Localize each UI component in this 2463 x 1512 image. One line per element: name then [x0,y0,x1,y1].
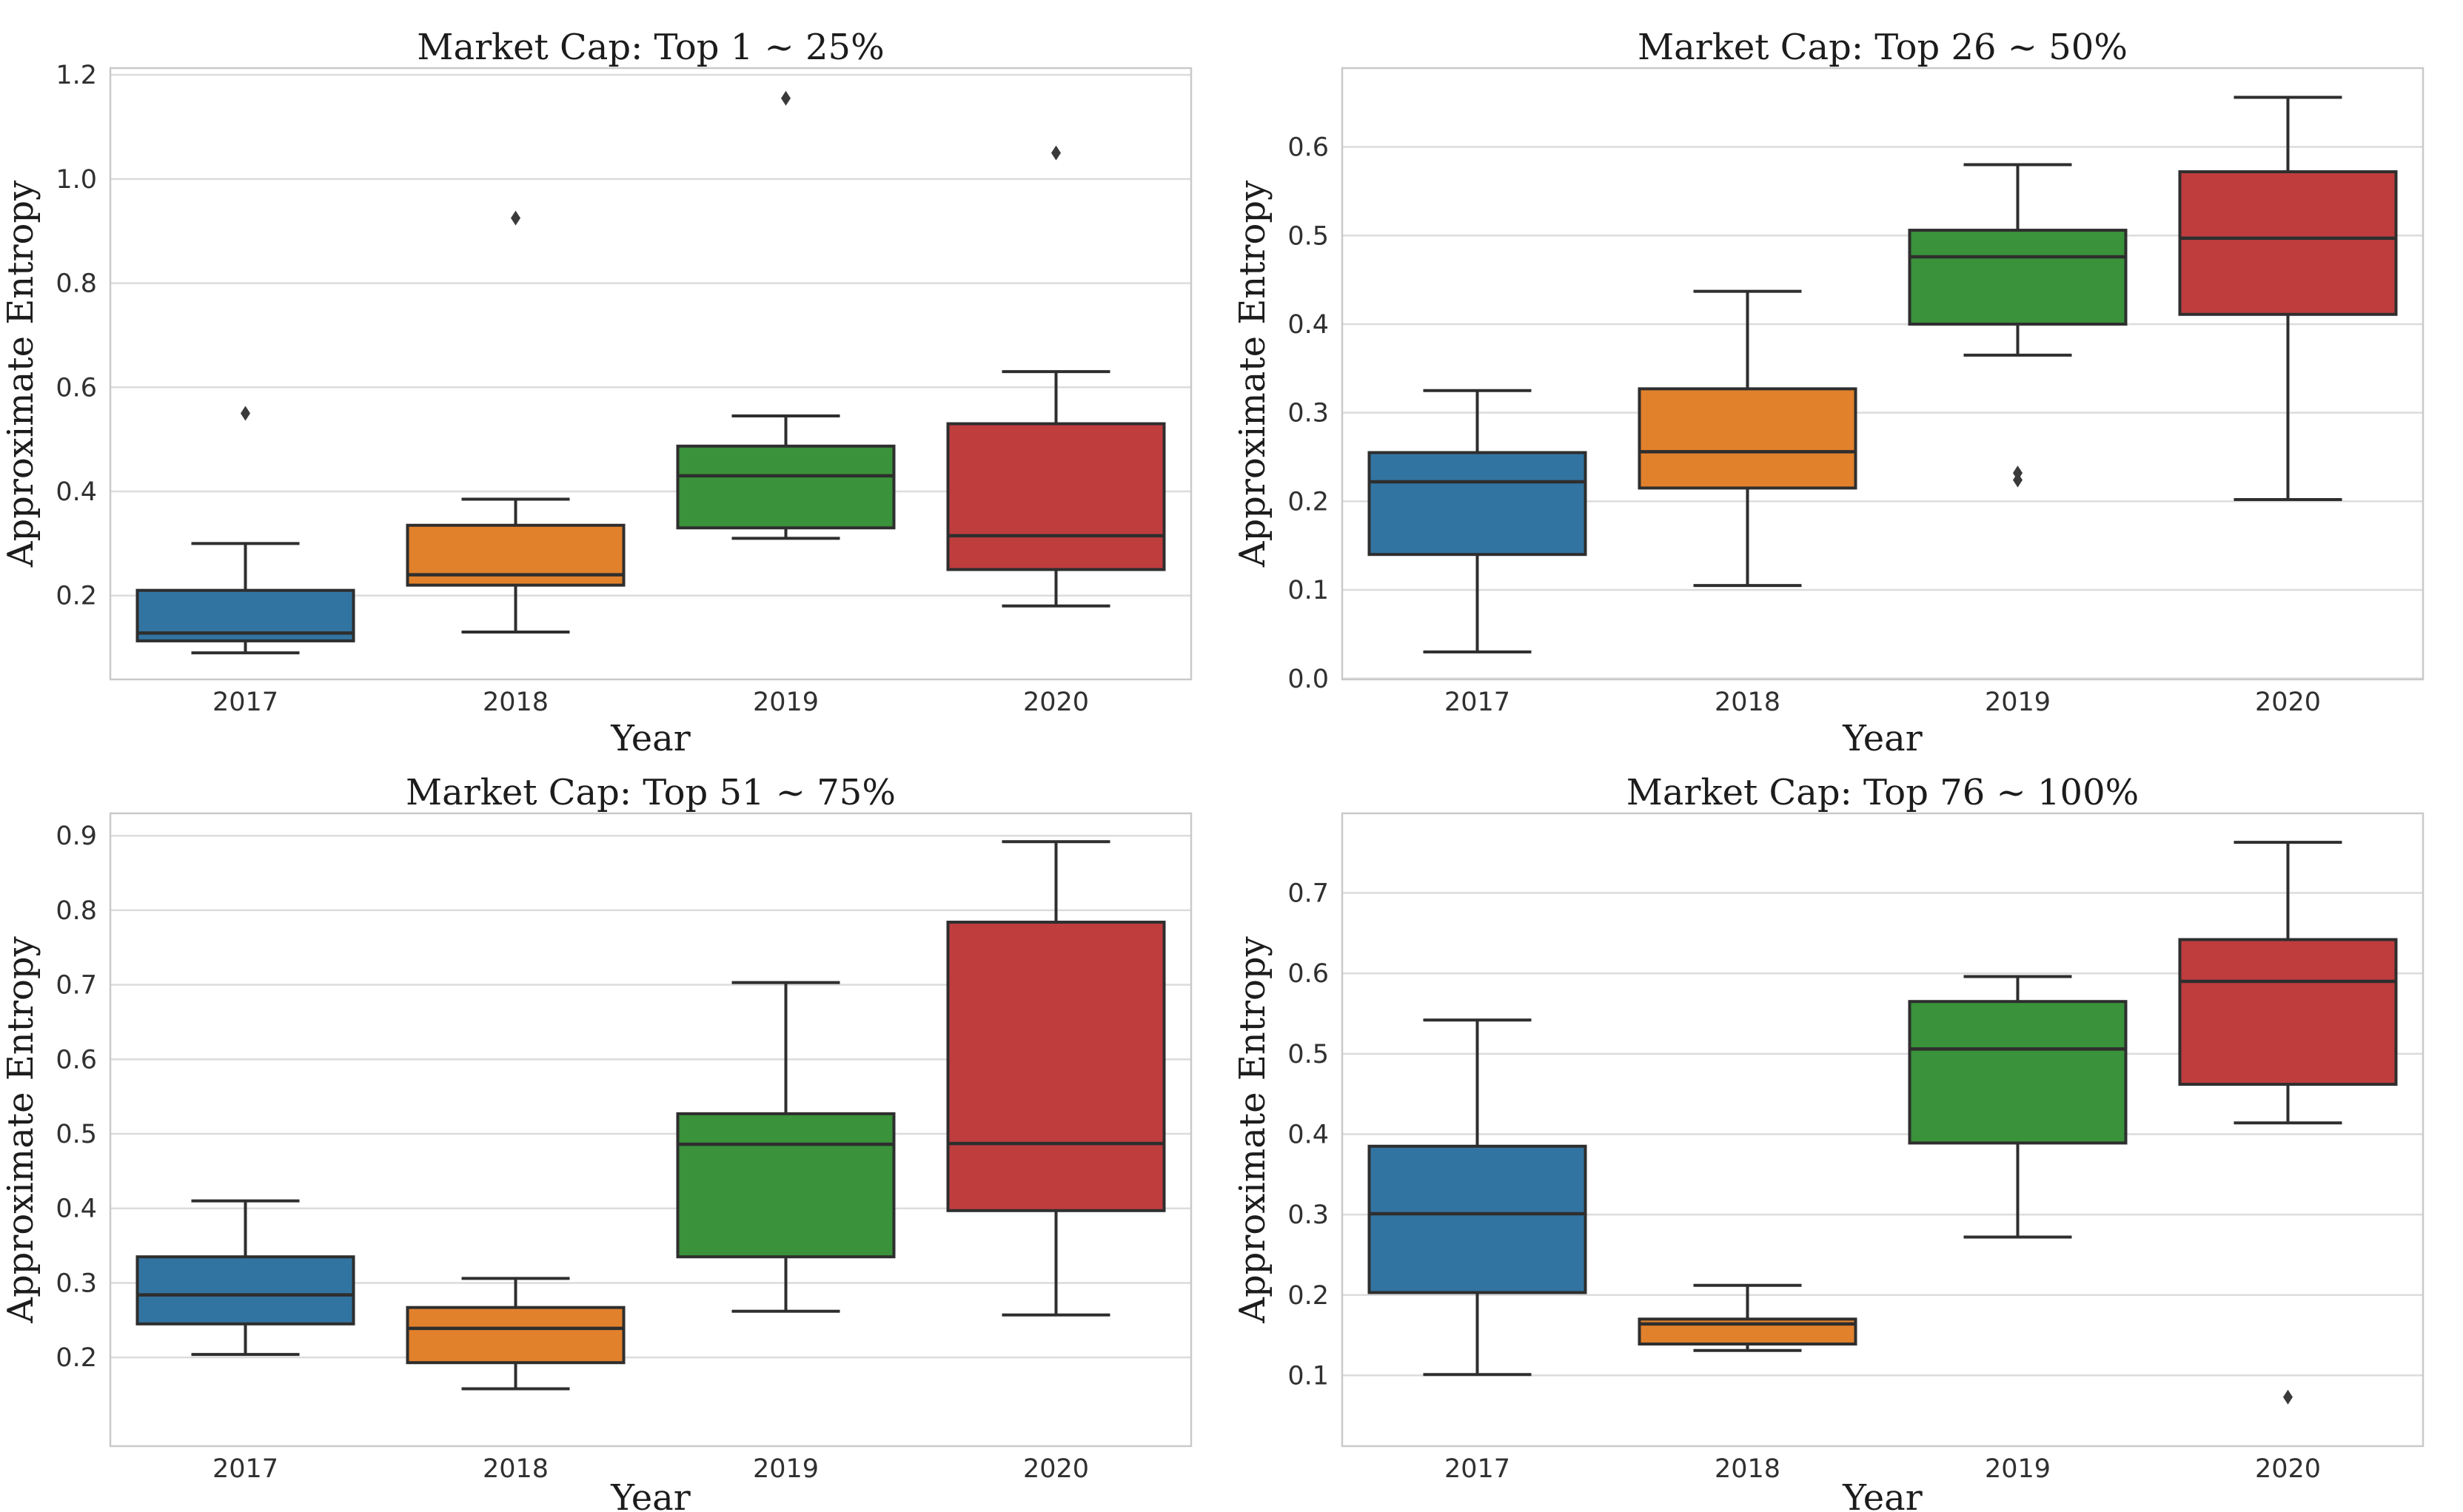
box-2017 [135,1254,355,1325]
x-tick-label-2018: 2018 [483,688,549,717]
y-tick-label: 0.2 [1287,487,1329,517]
y-tick-label: 0.6 [56,1045,97,1075]
box-2019 [676,444,896,530]
boxplot-axes-top-26-50: 0.0 0.1 0.2 0.3 0.4 0.5 0.6 2017 2018 2019 2020 Mar… [1231,0,2463,756]
y-axis-label: Approximate Entropy [0,936,41,1323]
box-2020 [946,422,1166,571]
subplot-market-cap-top-76-100: 0.1 0.2 0.3 0.4 0.5 0.6 0.7 2017 2018 2019 2020 Mar… [1231,756,2463,1512]
y-axis-label: Approximate Entropy [1232,936,1273,1323]
x-tick-label-2017: 2017 [212,1454,278,1484]
subplot-market-cap-top-26-50: 0.0 0.1 0.2 0.3 0.4 0.5 0.6 2017 2018 2019 2020 Mar… [1231,0,2463,756]
x-tick-label-2019: 2019 [1984,688,2050,717]
plot-title: Market Cap: Top 76 ~ 100% [1626,772,2138,813]
y-tick-label: 0.6 [1287,133,1329,163]
x-tick-label-2019: 2019 [753,1454,819,1484]
y-tick-label: 1.0 [56,165,97,195]
y-tick-label: 0.5 [1287,1039,1329,1069]
y-tick-label: 0.4 [56,477,97,507]
plot-title: Market Cap: Top 51 ~ 75% [406,772,896,813]
axes-frame [109,67,1193,681]
plot-background [0,0,1232,756]
y-tick-label: 0.5 [1287,221,1329,251]
box-2020 [946,920,1166,1212]
plot-background [1231,0,2463,756]
y-axis-label: Approximate Entropy [1232,181,1273,568]
box-2020 [2178,170,2397,316]
y-tick-label: 0.4 [1287,310,1329,340]
box-2020 [2178,938,2397,1086]
y-tick-label: 0.5 [56,1120,97,1149]
plot-title: Market Cap: Top 26 ~ 50% [1638,27,2128,68]
y-tick-label: 0.7 [56,970,97,1000]
subplot-market-cap-top-1-25: 0.2 0.4 0.6 0.8 1.0 1.2 2017 2018 2019 2020 Market… [0,0,1232,756]
y-tick-label: 0.6 [56,373,97,403]
axes-frame [1341,812,2424,1447]
x-tick-label-2018: 2018 [483,1454,549,1484]
y-tick-label: 0.2 [56,1343,97,1373]
x-axis-label: Year [610,718,691,756]
x-tick-label-2017: 2017 [1444,1454,1509,1484]
box-2019 [1908,999,2127,1144]
box-2017 [1367,1144,1586,1294]
x-tick-label-2020: 2020 [1023,1454,1089,1484]
x-tick-label-2020: 2020 [2254,1454,2320,1484]
x-tick-label-2020: 2020 [2254,688,2320,717]
y-axis-label: Approximate Entropy [0,181,41,568]
x-axis-label: Year [610,1477,691,1512]
y-tick-label: 0.1 [1287,576,1329,605]
boxplot-axes-top-76-100: 0.1 0.2 0.3 0.4 0.5 0.6 0.7 2017 2018 2019 2020 Mar… [1231,756,2463,1512]
y-tick-label: 0.3 [1287,399,1329,429]
y-tick-label: 0.3 [1287,1200,1329,1230]
y-tick-label: 1.2 [56,61,97,90]
subplot-market-cap-top-51-75: 0.2 0.3 0.4 0.5 0.6 0.7 0.8 0.9 2017 2018 2019 2020… [0,756,1232,1512]
axes-frame [1341,67,2424,681]
outlier-diamond-2020 [2282,1389,2293,1405]
outlier-diamond-2020 [1051,145,1061,161]
x-axis-label: Year [1842,718,1923,756]
y-tick-label: 0.3 [56,1269,97,1298]
outlier-diamond-2019 [2012,472,2023,488]
y-tick-label: 0.4 [1287,1120,1329,1149]
outlier-diamond-2017 [241,406,250,421]
x-tick-label-2017: 2017 [212,688,278,717]
y-tick-label: 0.7 [1287,878,1329,908]
plot-title: Market Cap: Top 1 ~ 25% [417,27,884,68]
y-tick-label: 0.2 [1287,1280,1329,1310]
outlier-diamond-2019 [781,90,791,106]
y-tick-label: 0.1 [1287,1361,1329,1391]
x-tick-label-2019: 2019 [753,688,819,717]
x-axis-label: Year [1842,1477,1923,1512]
y-tick-label: 0.0 [1287,665,1329,694]
y-tick-label: 0.6 [1287,959,1329,989]
boxplot-axes-top-1-25: 0.2 0.4 0.6 0.8 1.0 1.2 2017 2018 2019 2020 Market… [0,0,1232,756]
x-tick-label-2018: 2018 [1714,688,1780,717]
boxplot-axes-top-51-75: 0.2 0.3 0.4 0.5 0.6 0.7 0.8 0.9 2017 2018 2019 2020… [0,756,1232,1512]
x-tick-label-2018: 2018 [1714,1454,1780,1484]
y-tick-label: 0.8 [56,896,97,925]
x-tick-label-2019: 2019 [1984,1454,2050,1484]
box-2017 [1367,451,1586,557]
y-tick-label: 0.2 [56,582,97,611]
x-tick-label-2017: 2017 [1444,688,1509,717]
axes-frame [109,812,1193,1447]
x-tick-label-2020: 2020 [1023,688,1089,717]
y-tick-label: 0.8 [56,269,97,299]
outlier-diamond-2018 [511,210,520,226]
box-2019 [1908,229,2127,326]
box-2018 [1638,387,1857,490]
box-2019 [676,1112,896,1258]
y-tick-label: 0.9 [56,821,97,851]
y-tick-label: 0.4 [56,1194,97,1223]
box-2018 [406,1306,626,1364]
